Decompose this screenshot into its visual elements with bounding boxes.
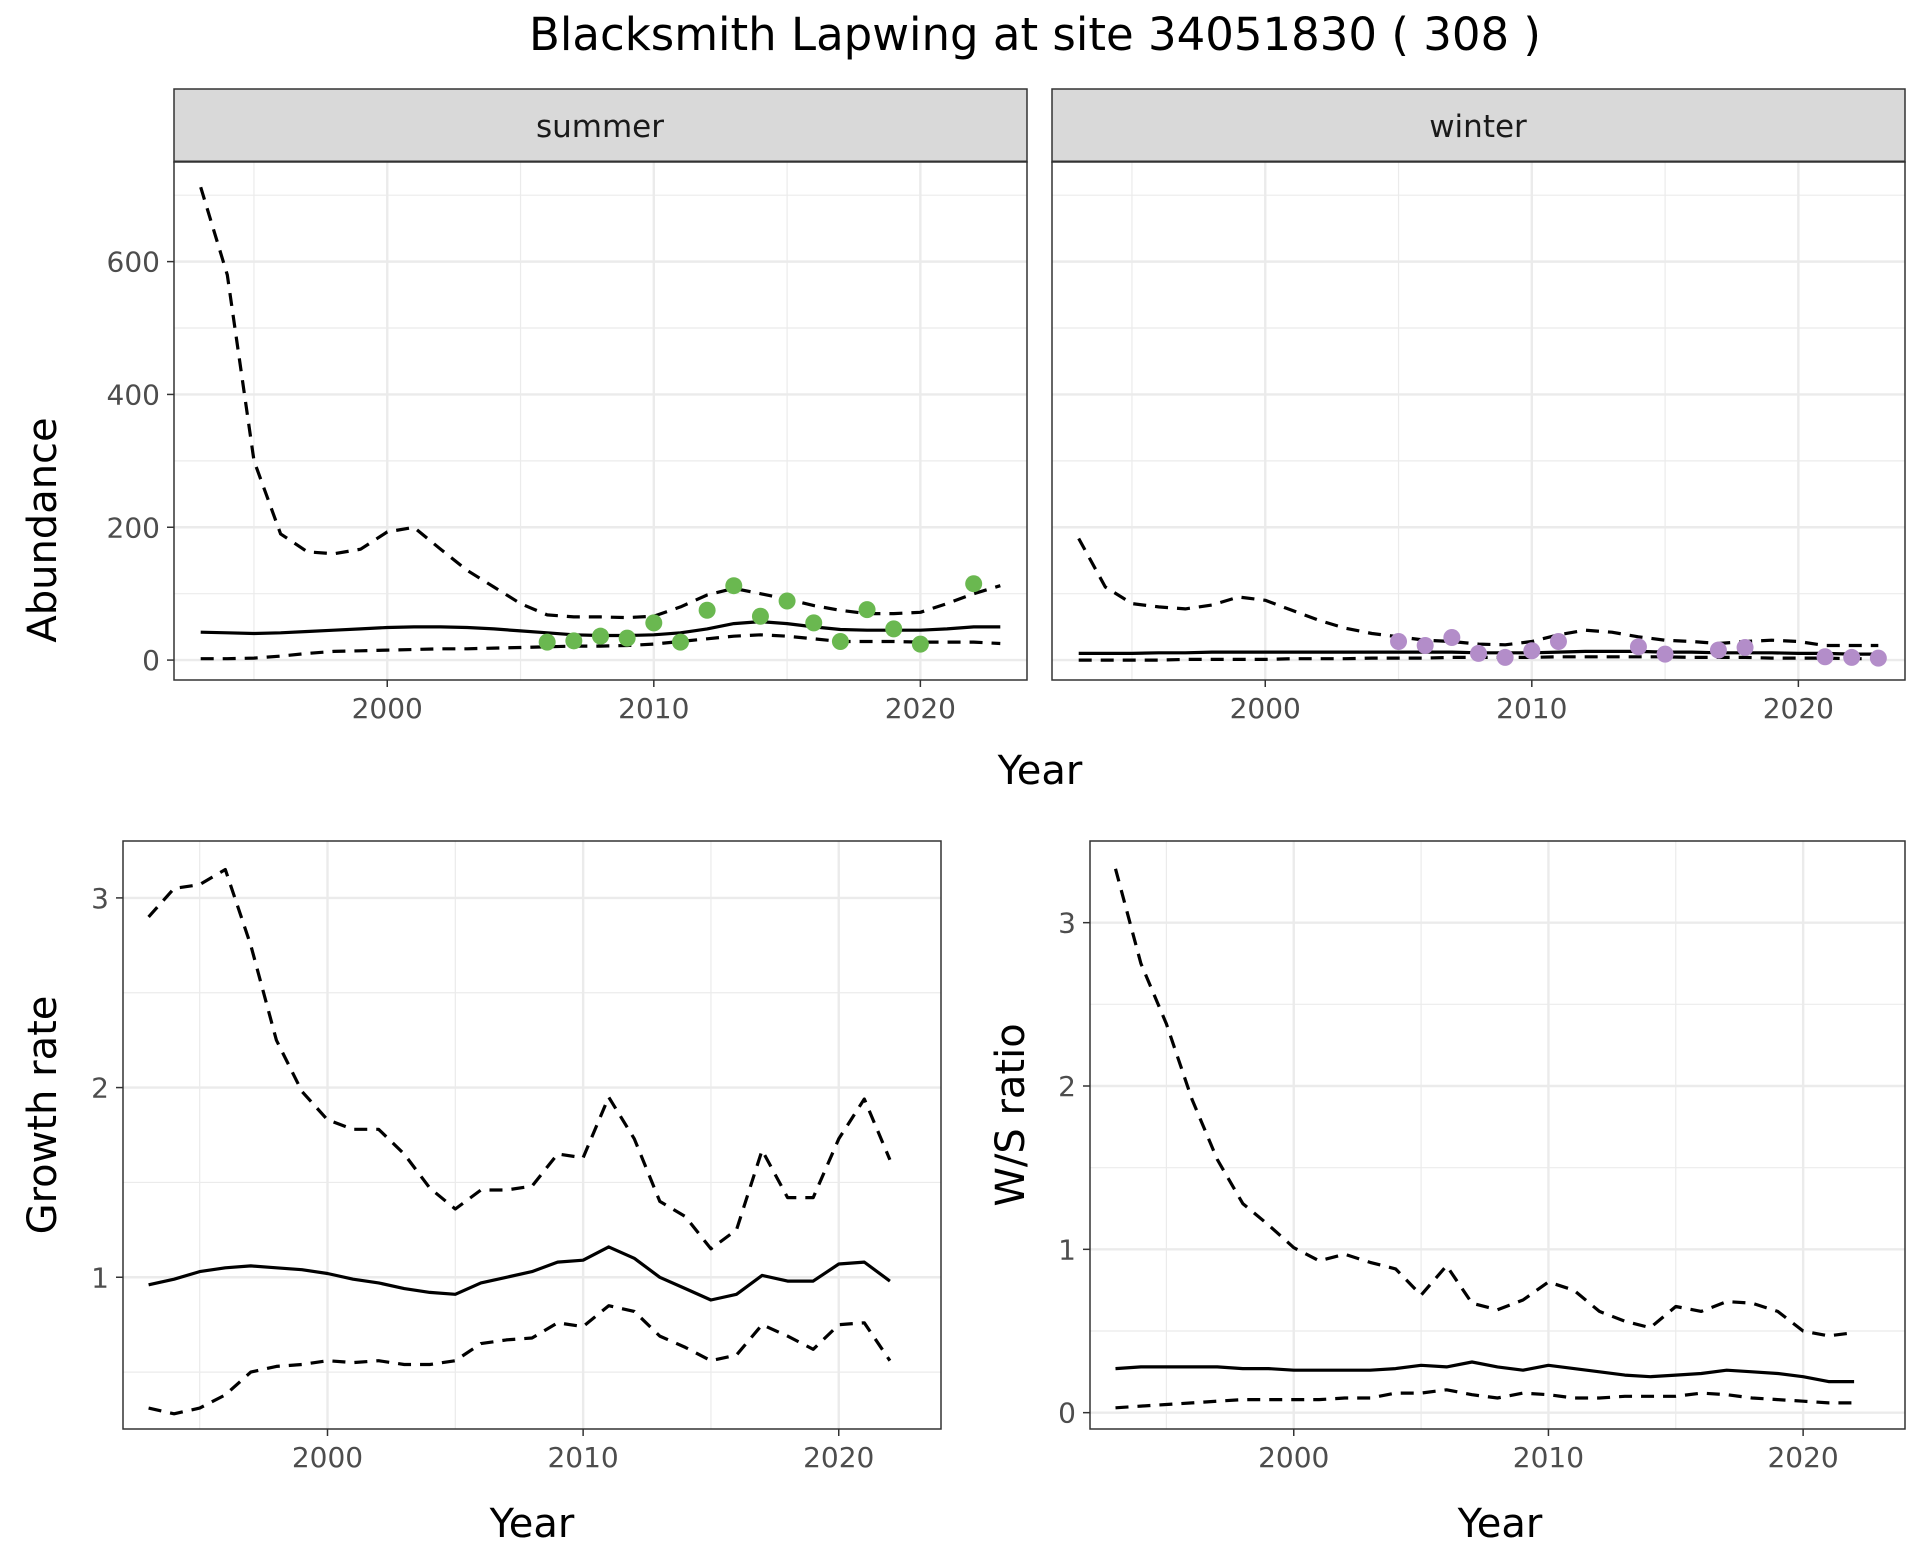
- ratio-plot-background: [1090, 841, 1905, 1429]
- growth-x-axis-title: Year: [489, 1501, 575, 1547]
- winter-observation-point: [1416, 636, 1434, 654]
- winter-x-tick-label: 2000: [1230, 692, 1301, 725]
- abundance-y-axis-title: Abundance: [20, 417, 66, 642]
- ratio-panel-border: [1089, 840, 1906, 1430]
- winter-observation-point: [1709, 641, 1727, 659]
- winter-abundance-panel: 2000 2010 2020: [1051, 161, 1906, 725]
- summer-upper-bound-line: [199, 186, 1001, 620]
- strip-summer-background: [173, 88, 1028, 163]
- abundance-x-axis-title: Year: [997, 748, 1083, 794]
- ratio-y-axis-title: W/S ratio: [988, 1023, 1034, 1206]
- summer-observation-point: [618, 629, 636, 647]
- summer-observation-point: [965, 575, 983, 593]
- summer-y-tick-label: 200: [107, 511, 160, 544]
- growth-rate-panel: 2000 2010 2020 1 2 3: [91, 840, 942, 1474]
- winter-observation-point: [1549, 632, 1567, 650]
- summer-observation-point: [805, 614, 823, 632]
- summer-observation-point: [592, 627, 609, 645]
- growth-y-tick-label: 2: [91, 1072, 109, 1105]
- summer-observation-point: [751, 607, 769, 625]
- summer-observation-point: [671, 633, 689, 651]
- summer-y-tick-label: 600: [107, 246, 160, 279]
- growth-y-axis-title: Growth rate: [20, 996, 66, 1235]
- winter-observation-point: [1443, 628, 1461, 646]
- ratio-upper-bound-line: [1113, 868, 1855, 1338]
- growth-estimate-line: [148, 1245, 891, 1302]
- growth-y-tick-label: 1: [91, 1261, 109, 1294]
- winter-panel-border: [1051, 161, 1906, 681]
- growth-lower-bound-line: [148, 1304, 892, 1416]
- winter-observation-point: [1629, 638, 1647, 656]
- growth-plot-background: [123, 841, 941, 1429]
- winter-observation-point: [1656, 645, 1674, 663]
- summer-x-tick-label: 2020: [885, 692, 956, 725]
- winter-observation-point: [1816, 648, 1834, 666]
- summer-y-tick-label: 400: [107, 378, 160, 411]
- ratio-y-tick-label: 3: [1058, 907, 1076, 940]
- summer-observation-point: [858, 601, 876, 619]
- summer-observation-point: [645, 614, 663, 632]
- growth-x-tick-label: 2020: [803, 1441, 874, 1474]
- summer-x-tick-label: 2010: [618, 692, 689, 725]
- winter-observation-point: [1496, 648, 1514, 666]
- winter-observation-point: [1390, 632, 1408, 650]
- summer-observation-point: [885, 620, 903, 638]
- ratio-x-tick-label: 2010: [1513, 1441, 1584, 1474]
- summer-plot-background: [174, 162, 1027, 680]
- ratio-y-tick-label: 1: [1058, 1233, 1076, 1266]
- ratio-x-axis-title: Year: [1457, 1501, 1543, 1547]
- growth-x-tick-label: 2010: [547, 1441, 618, 1474]
- summer-lower-bound-line: [200, 633, 1001, 661]
- ratio-y-tick-label: 0: [1058, 1397, 1076, 1430]
- summer-x-tick-label: 2000: [352, 692, 423, 725]
- summer-observation-point: [538, 633, 556, 651]
- strip-label-summer: summer: [536, 109, 664, 145]
- summer-observation-point: [565, 632, 583, 650]
- winter-x-tick-label: 2010: [1496, 692, 1567, 725]
- growth-y-tick-label: 3: [91, 882, 109, 915]
- summer-y-tick-label: 0: [142, 644, 160, 677]
- ratio-estimate-line: [1115, 1360, 1855, 1384]
- summer-observation-point: [911, 635, 929, 653]
- summer-panel-border: [173, 161, 1028, 681]
- winter-observation-point: [1869, 649, 1887, 667]
- winter-observation-point: [1736, 638, 1754, 656]
- winter-observation-point: [1523, 642, 1541, 660]
- ratio-x-tick-label: 2020: [1767, 1441, 1838, 1474]
- strip-winter-background: [1051, 88, 1906, 163]
- growth-upper-bound-line: [147, 867, 892, 1251]
- chart-title: Blacksmith Lapwing at site 34051830 ( 30…: [529, 8, 1541, 61]
- winter-observation-point: [1843, 648, 1861, 666]
- summer-observation-point: [778, 592, 796, 610]
- growth-panel-border: [122, 840, 942, 1430]
- strip-label-winter: winter: [1429, 109, 1527, 145]
- summer-observation-point: [831, 632, 849, 650]
- winter-plot-background: [1052, 162, 1905, 680]
- ratio-lower-bound-line: [1115, 1388, 1855, 1410]
- growth-x-tick-label: 2000: [292, 1441, 363, 1474]
- ratio-y-tick-label: 2: [1058, 1070, 1076, 1103]
- ratio-x-tick-label: 2000: [1258, 1441, 1329, 1474]
- summer-observation-point: [698, 601, 716, 619]
- ws-ratio-panel: 2000 2010 2020 0 1 2 3: [1058, 840, 1906, 1474]
- winter-x-tick-label: 2020: [1763, 692, 1834, 725]
- summer-abundance-panel: 2000 2010 2020 0 200 400 600: [107, 161, 1028, 725]
- summer-observation-point: [725, 577, 743, 595]
- winter-observation-point: [1470, 644, 1487, 662]
